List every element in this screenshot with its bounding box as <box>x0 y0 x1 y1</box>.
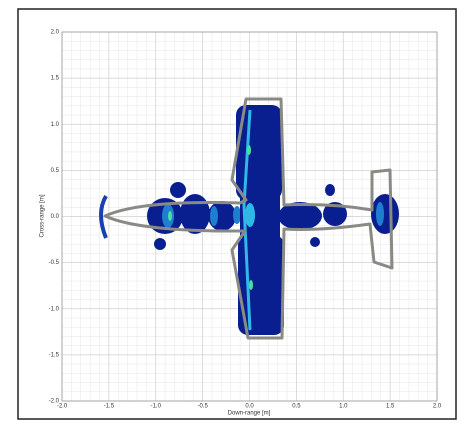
y-tick-label: -2.0 <box>49 399 60 405</box>
x-tick-label: 1.0 <box>339 404 348 410</box>
x-axis-label: Down-range [m] <box>228 411 271 417</box>
x-tick-label: 0.5 <box>292 404 301 410</box>
x-tick-label: -1.0 <box>151 404 162 410</box>
x-tick-label: 2.0 <box>433 404 442 410</box>
y-tick-label: 0.5 <box>51 168 60 174</box>
chart: Down-range [m] Cross-range [m] -2.0 -1.5 -… <box>0 0 470 428</box>
x-tick-label: 1.5 <box>386 404 395 410</box>
page: Down-range [m] Cross-range [m] -2.0 -1.5 -… <box>0 0 470 428</box>
y-tick-label: -1.5 <box>49 352 60 358</box>
y-axis-label: Cross-range [m] <box>40 194 46 237</box>
y-tick-label: -0.5 <box>49 260 60 266</box>
y-tick-label: 1.0 <box>51 122 60 128</box>
x-tick-label: -1.5 <box>104 404 115 410</box>
y-tick-label: 2.0 <box>51 30 60 36</box>
wing-returns <box>236 105 284 335</box>
x-tick-label: -0.5 <box>197 404 208 410</box>
y-tick-label: 0.0 <box>51 214 60 220</box>
y-tick-label: 1.5 <box>51 76 60 82</box>
x-tick-label: 0.0 <box>245 404 254 410</box>
y-tick-label: -1.0 <box>49 306 60 312</box>
